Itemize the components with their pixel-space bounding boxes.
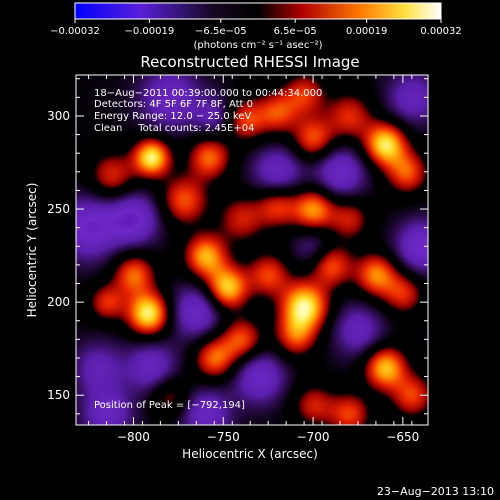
annotation-total-counts: Clean Total counts: 2.45E+04	[94, 123, 254, 134]
y-tick-label: 300	[47, 109, 70, 123]
heatmap-canvas	[76, 75, 428, 425]
colorbar-tick-label: 6.5e−05	[274, 26, 317, 37]
axis-ticks: −800 −750 −700 −650 150 200 250 300	[47, 75, 428, 444]
colorbar-tick-label: 0.00032	[420, 26, 461, 37]
colorbar-tick-label: −6.5e−05	[195, 26, 247, 37]
colorbar-ticks: −0.00032 −0.00019 −6.5e−05 6.5e−05 0.00019 0.…	[50, 19, 462, 37]
colorbar-unit-label: (photons cm⁻² s⁻¹ asec⁻²)	[193, 40, 322, 51]
y-axis-label: Heliocentric Y (arcsec)	[25, 183, 39, 318]
colorbar: −0.00032 −0.00019 −6.5e−05 6.5e−05 0.00019 0.…	[50, 2, 462, 51]
annotation-time-range: 18−Aug−2011 00:39:00.000 to 00:44:34.000	[94, 88, 322, 99]
annotation-detectors: Detectors: 4F 5F 6F 7F 8F, Att 0	[94, 99, 253, 110]
x-tick-label: −700	[297, 430, 330, 444]
plot-frame	[75, 74, 429, 426]
colorbar-tick-label: −0.00019	[124, 26, 174, 37]
peak-position-label: Position of Peak = [−792,194]	[94, 400, 245, 411]
colorbar-tick-label: −0.00032	[50, 26, 100, 37]
x-tick-label: −800	[117, 430, 150, 444]
annotation-energy-range: Energy Range: 12.0 − 25.0 keV	[94, 111, 251, 122]
x-tick-label: −650	[386, 430, 419, 444]
colorbar-gradient	[74, 2, 442, 20]
colorbar-tick-label: 0.00019	[346, 26, 387, 37]
y-tick-label: 200	[47, 295, 70, 309]
chart-title: Reconstructed RHESSI Image	[140, 53, 359, 71]
x-tick-label: −750	[207, 430, 240, 444]
annotations: 18−Aug−2011 00:39:00.000 to 00:44:34.000…	[94, 88, 322, 411]
x-axis-label: Heliocentric X (arcsec)	[182, 447, 318, 461]
y-tick-label: 250	[47, 202, 70, 216]
plot-area: −800 −750 −700 −650 150 200 250 300	[47, 74, 429, 444]
y-tick-label: 150	[47, 388, 70, 402]
footer-timestamp: 23−Aug−2013 13:10	[377, 485, 494, 498]
